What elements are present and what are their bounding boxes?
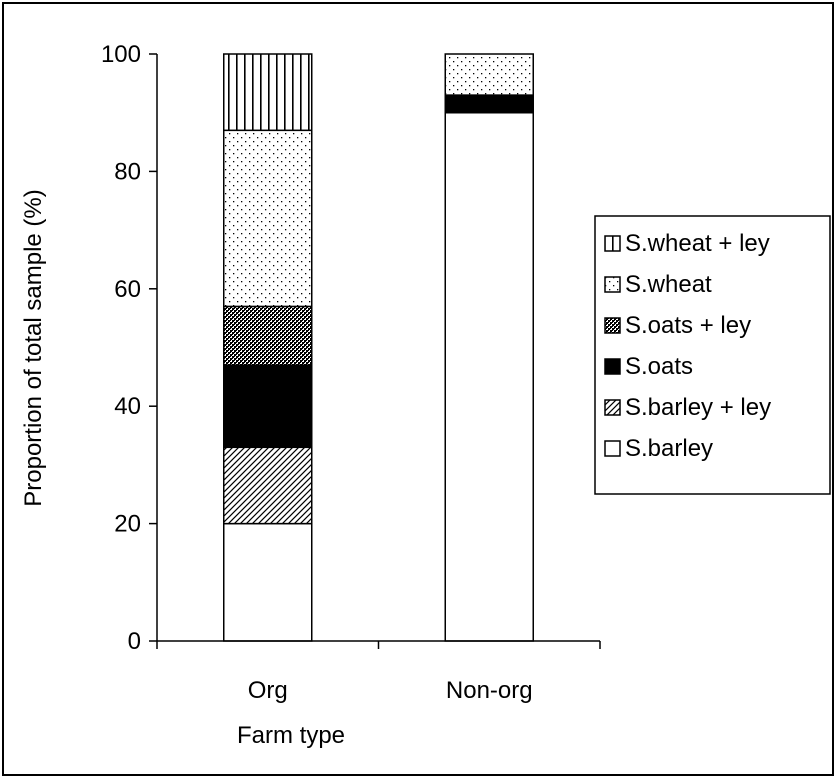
legend-swatch-s-wheat xyxy=(604,276,621,293)
legend-swatch-s-wheat-ley xyxy=(604,235,621,252)
y-tick-label: 100 xyxy=(101,41,141,68)
y-tick-label: 80 xyxy=(114,158,141,185)
y-tick-label: 20 xyxy=(114,511,141,538)
y-tick-label: 0 xyxy=(128,628,141,655)
legend-label-s-wheat: S.wheat xyxy=(625,271,712,298)
legend-swatch-s-barley xyxy=(604,440,621,457)
bar-segment-non-org-s-barley xyxy=(444,111,534,642)
legend: S.wheat + ley S.wheat S.oats + ley S.oats S.… xyxy=(594,215,831,495)
legend-swatch-s-oats-ley xyxy=(604,317,621,334)
bar-segment-org-s-barley-ley xyxy=(223,446,313,525)
y-axis-title: Proportion of total sample (%) xyxy=(20,189,47,506)
y-tick-label: 40 xyxy=(114,393,141,420)
bar-segment-non-org-s-wheat xyxy=(444,53,534,96)
bar-segment-non-org-s-oats xyxy=(444,94,534,114)
legend-swatch-s-oats xyxy=(604,358,621,375)
x-axis-title: Farm type xyxy=(237,722,345,749)
legend-items: S.wheat + ley S.wheat S.oats + ley S.oats S.… xyxy=(604,230,771,462)
y-tick-label: 60 xyxy=(114,276,141,303)
stacked-bar-chart: 0 20 40 60 80 100 Org Non-org Farm type Propor… xyxy=(20,41,831,749)
x-tick-label-org: Org xyxy=(248,677,288,704)
x-tick-label-non-org: Non-org xyxy=(446,677,533,704)
legend-label-s-oats-ley: S.oats + ley xyxy=(625,312,751,339)
legend-box xyxy=(594,215,831,495)
legend-swatch-s-barley-ley xyxy=(604,399,621,416)
y-ticks: 0 20 40 60 80 100 xyxy=(101,41,157,655)
legend-label-s-oats: S.oats xyxy=(625,353,693,380)
bar-segment-org-s-wheat-ley xyxy=(223,53,313,132)
axes: 0 20 40 60 80 100 Org Non-org xyxy=(101,41,601,704)
bars-layer xyxy=(223,53,534,642)
legend-label-s-barley-ley: S.barley + ley xyxy=(625,394,771,421)
x-ticks: Org Non-org xyxy=(156,641,601,704)
bar-segment-org-s-barley xyxy=(223,522,313,642)
bar-segment-org-s-wheat xyxy=(223,129,313,308)
legend-label-s-barley: S.barley xyxy=(625,435,713,462)
legend-label-s-wheat-ley: S.wheat + ley xyxy=(625,230,770,257)
bar-segment-org-s-oats xyxy=(223,364,313,449)
bar-segment-org-s-oats-ley xyxy=(223,305,313,366)
